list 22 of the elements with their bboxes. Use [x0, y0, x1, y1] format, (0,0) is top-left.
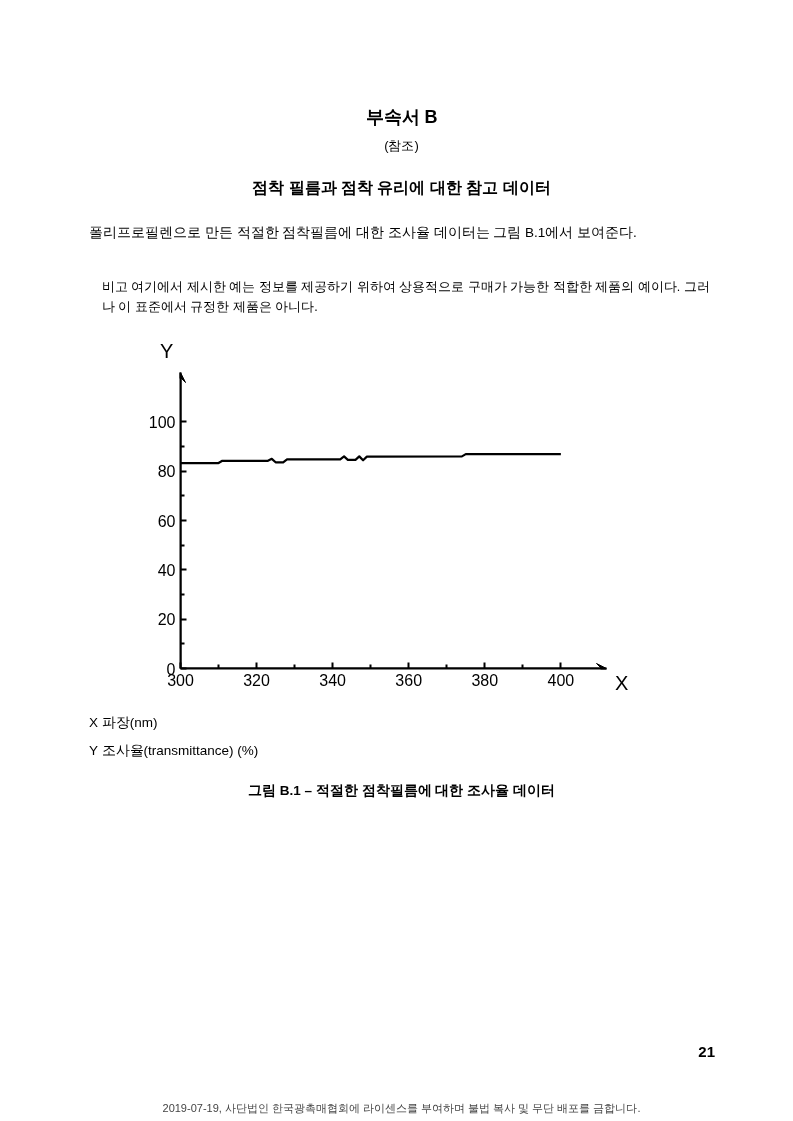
x-tick-label: 400	[547, 671, 575, 689]
y-axis-title: Y	[160, 339, 174, 364]
text: 비고 여기에서 제시한 예는 정보를 제공하기 위하여 상용적으로 구매가 가능한 적합한 제품의 예이다. 그러나 이 표준에서 규정한 제품은 아니다.	[102, 279, 711, 316]
y-tick-label: 80	[157, 463, 176, 481]
text: Y 조사율(transmittance) (%)	[89, 742, 259, 760]
text: 2019-07-19, 사단법인 한국광촉매협회에 라이센스를 부여하며 불법 복사 및 무단 배포를 금합니다.	[162, 1101, 641, 1116]
x-tick-label: 340	[319, 671, 347, 689]
text: 부속서 B	[365, 106, 438, 129]
x-tick-label: 320	[243, 671, 271, 689]
x-tick-label: 380	[471, 671, 499, 689]
text: (참조)	[384, 137, 419, 155]
text: 폴리프로필렌으로 만든 적절한 점착필름에 대한 조사율 데이터는 그림 B.1에서 보여준다.	[89, 224, 637, 242]
y-tick-label: 20	[157, 611, 176, 629]
text: 21	[698, 1042, 715, 1062]
x-axis-title: X	[615, 671, 629, 696]
x-tick-label: 360	[395, 671, 423, 689]
y-tick-label: 60	[157, 512, 176, 530]
y-tick-label: 100	[148, 413, 176, 431]
text: 그림 B.1 – 적절한 점착필름에 대한 조사율 데이터	[248, 782, 555, 800]
y-tick-label: 40	[157, 561, 176, 579]
text: 점착 필름과 점착 유리에 대한 참고 데이터	[252, 178, 551, 198]
text: X 파장(nm)	[89, 714, 158, 732]
